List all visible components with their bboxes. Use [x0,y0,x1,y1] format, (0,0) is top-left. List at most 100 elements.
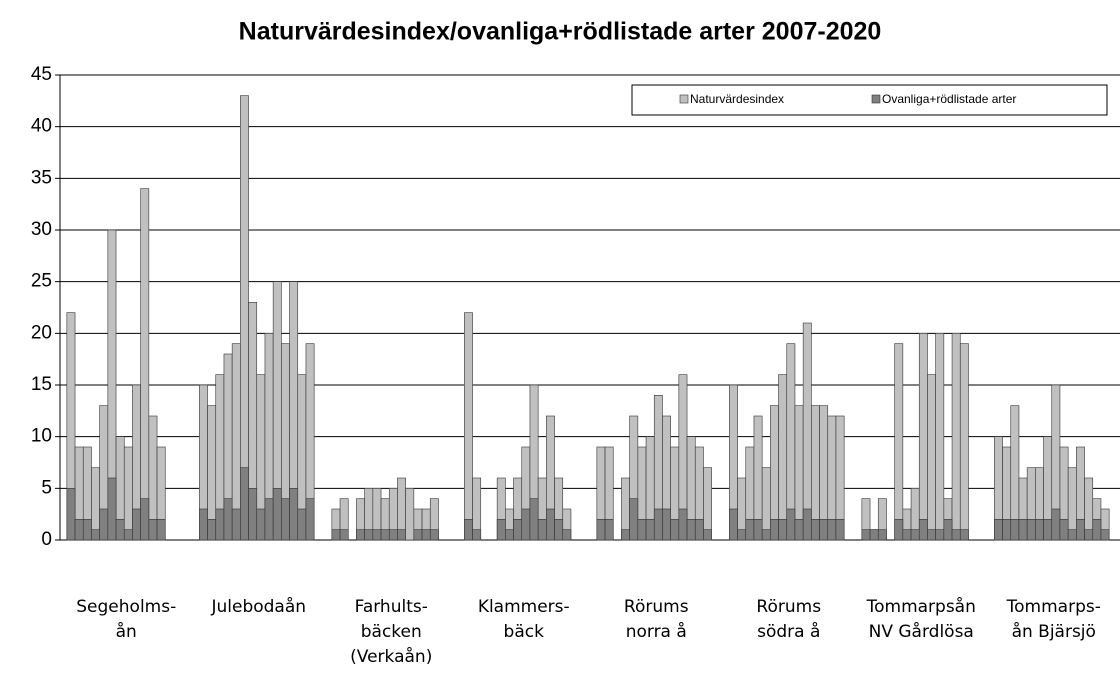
bar [91,529,100,541]
bar [951,529,961,541]
bar [472,529,482,541]
bar [994,519,1003,541]
bar [397,529,406,541]
x-tick-label: Tommarps- [1006,597,1101,617]
legend: Naturvärdesindex Ovanliga+rödlistade arte… [631,84,1108,116]
bar [297,508,307,541]
bar [74,519,84,541]
x-tick-label: ån Bjärsjö [1012,621,1096,642]
chart-title: Naturvärdesindex/ovanliga+rödlistade art… [239,18,882,46]
bar [1035,519,1044,541]
bar [621,529,630,541]
bar [662,508,671,541]
bar [123,529,133,541]
bar [894,519,904,541]
bar [82,519,92,541]
bar [380,529,390,541]
y-tick-label: 45 [31,64,52,85]
bar [496,519,506,541]
bar [835,519,845,541]
bar [653,508,663,541]
bar [513,519,523,541]
bar [959,529,969,541]
bar [148,519,158,541]
bar [99,508,109,541]
bar [910,529,920,541]
y-tick-label: 15 [31,374,52,395]
x-tick-label: Rörums [756,597,821,617]
bar [761,467,771,541]
y-tick-label: 20 [31,322,52,343]
bar [861,529,871,541]
bar [819,519,829,541]
bar [902,529,912,541]
bar [802,322,812,541]
bar [331,529,341,541]
bar [778,519,788,541]
bar [388,529,398,541]
bar [207,519,217,541]
bar [935,333,945,541]
y-tick-label: 35 [31,167,52,188]
y-tick-label: 0 [41,529,52,550]
bar [1010,519,1020,541]
bar [413,529,423,541]
bar [770,519,779,541]
bar [935,529,945,541]
x-tick-label: Farhults- [355,597,428,617]
bar [554,519,564,541]
bar [115,519,125,541]
bar [1092,519,1102,541]
bar [529,498,539,541]
bar [156,519,166,541]
bar [199,508,208,541]
legend-swatch [871,94,881,104]
bar [1100,529,1110,541]
x-tick-label: NV Gårdlösa [869,621,974,642]
bar [356,529,365,541]
bar [729,508,738,541]
x-tick-label: södra å [757,621,820,642]
bar [802,508,812,541]
bar [596,519,606,541]
bar [869,529,879,541]
bar [289,488,299,541]
bar [1002,519,1012,541]
bar [339,529,349,541]
bar [927,374,936,541]
bar [140,498,150,541]
bar [637,519,647,541]
bar [464,312,473,541]
bar [703,467,712,541]
bar [604,519,614,541]
bar [429,529,439,541]
bar [1026,519,1036,541]
x-tick-label: bäck [504,622,545,642]
bar [778,374,788,541]
bar [240,467,249,541]
bar [256,508,266,541]
bar [91,467,100,541]
bar [927,529,936,541]
x-tick-label: bäcken [361,622,422,642]
bar [918,519,928,541]
bar [1059,519,1069,541]
bar [811,519,820,541]
y-tick-label: 25 [31,271,52,292]
bar [678,508,688,541]
bar [281,498,290,541]
x-tick-label: Julebodaån [210,596,306,617]
x-tick-label: ån [116,621,137,642]
bar [562,529,572,541]
bar [248,488,258,541]
x-tick-label: (Verkaån) [350,646,432,667]
bar [1051,508,1061,541]
bar [737,529,747,541]
bar [140,188,150,541]
bar [827,519,837,541]
bar [918,333,928,541]
bar [364,529,374,541]
bar [943,519,953,541]
bar [1067,529,1077,541]
bar [629,498,639,541]
